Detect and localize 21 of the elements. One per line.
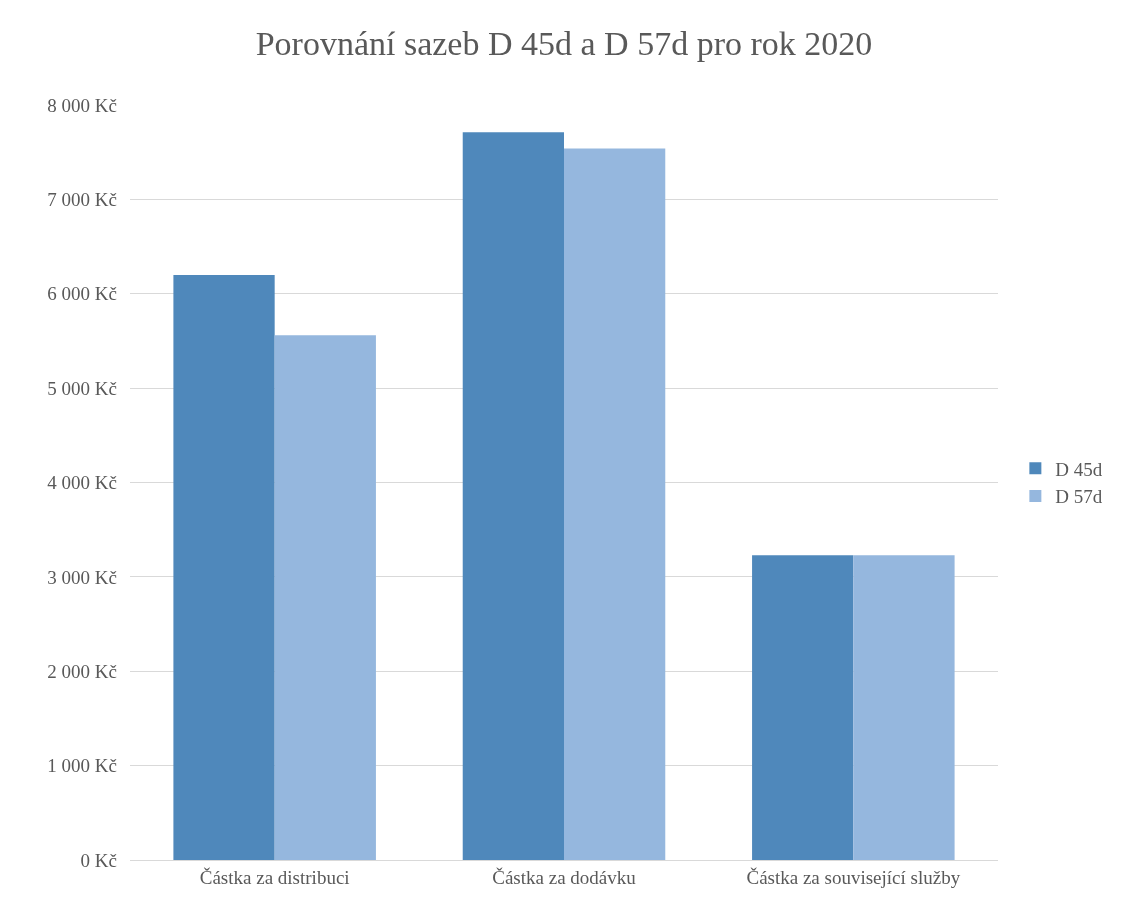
legend-label: D 45d: [1055, 458, 1103, 480]
x-tick-label: Částka za související služby: [746, 866, 961, 888]
chart-title: Porovnání sazeb D 45d a D 57d pro rok 2020: [255, 25, 873, 63]
bar: [173, 274, 275, 860]
legend-label: D 57d: [1055, 486, 1103, 508]
y-tick-label: 8 000 Kč: [47, 94, 117, 116]
y-tick-label: 3 000 Kč: [47, 566, 117, 588]
x-tick-label: Částka za distribuci: [199, 866, 350, 888]
y-tick-label: 2 000 Kč: [47, 660, 117, 682]
x-tick-label: Částka za dodávku: [492, 866, 637, 888]
y-tick-label: 5 000 Kč: [47, 377, 117, 399]
bar: [564, 148, 666, 860]
bar: [274, 335, 376, 860]
y-tick-label: 0 Kč: [80, 849, 117, 871]
bar: [752, 555, 854, 860]
y-tick-label: 7 000 Kč: [47, 189, 117, 211]
y-tick-label: 1 000 Kč: [47, 755, 117, 777]
y-tick-label: 4 000 Kč: [47, 472, 117, 494]
y-tick-label: 6 000 Kč: [47, 283, 117, 305]
bar: [853, 555, 955, 860]
bar: [462, 132, 564, 860]
